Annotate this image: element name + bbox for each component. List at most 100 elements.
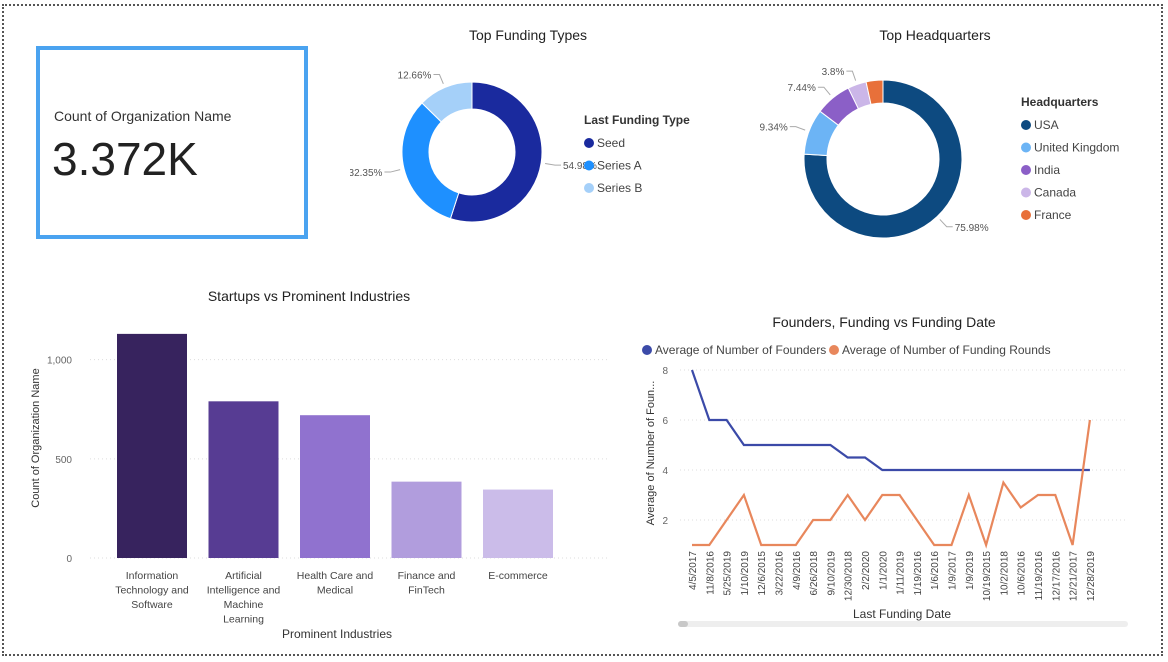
x-tick-label: Learning: [223, 614, 264, 626]
x-tick-label: 1/1/2020: [878, 551, 889, 590]
legend-label: USA: [1034, 118, 1059, 132]
x-tick-label: E-commerce: [488, 570, 548, 582]
bar: [117, 333, 187, 558]
headquarters-chart[interactable]: Top Headquarters 75.98% 9.34% 7.44% 3.8% Head…: [735, 20, 1145, 250]
data-label: 3.8%: [822, 67, 845, 78]
kpi-value: 3.372K: [52, 133, 198, 185]
funding-types-chart[interactable]: Top Funding Types 54.98% 32.35% 12.66% Last …: [350, 20, 710, 250]
legend-marker: [584, 160, 594, 171]
legend-title: Last Funding Type: [584, 113, 690, 127]
x-tick-label: 2/2/2020: [861, 551, 872, 590]
y-tick-label: 500: [55, 455, 72, 466]
leader-line: [433, 74, 444, 84]
x-tick-label: 11/8/2016: [705, 551, 716, 595]
dashboard-frame: [2, 4, 1163, 656]
x-tick-label: Technology and: [115, 585, 189, 597]
horizontal-scrollbar-track[interactable]: [678, 621, 1128, 627]
legend-marker: [584, 138, 594, 148]
x-tick-label: Medical: [317, 585, 353, 597]
x-tick-label: 10/19/2015: [982, 551, 993, 601]
data-label: 12.66%: [398, 71, 432, 82]
x-tick-label: 1/11/2019: [896, 551, 907, 595]
donut-slice: [803, 79, 963, 239]
x-tick-label: 1/6/2016: [930, 551, 941, 590]
legend-marker: [1021, 120, 1031, 130]
chart-title: Startups vs Prominent Industries: [208, 288, 410, 304]
legend-marker: [1021, 187, 1031, 198]
x-tick-label: 1/10/2019: [740, 551, 751, 596]
legend-marker: [1021, 210, 1031, 220]
leader-line: [789, 126, 806, 131]
y-tick-label: 1,000: [47, 356, 72, 367]
x-tick-label: Intelligence and: [207, 585, 281, 597]
x-axis-title: Last Funding Date: [853, 607, 951, 621]
x-tick-label: 10/2/2018: [999, 551, 1010, 596]
leader-line: [939, 219, 953, 228]
kpi-label: Count of Organization Name: [54, 108, 232, 124]
legend-marker: [642, 345, 652, 355]
x-tick-label: Artificial: [225, 570, 262, 582]
legend-label: United Kingdom: [1034, 141, 1119, 155]
y-tick-label: 2: [662, 516, 668, 527]
data-label: 54.98%: [563, 161, 597, 172]
legend-label: Seed: [597, 136, 625, 150]
legend-label: Series B: [597, 181, 642, 195]
x-tick-label: 11/19/2016: [1034, 551, 1045, 601]
bar: [391, 481, 462, 558]
data-label: 9.34%: [759, 123, 787, 134]
x-tick-label: 4/9/2016: [792, 551, 803, 590]
x-tick-label: 5/25/2019: [723, 551, 734, 596]
legend-marker: [829, 345, 839, 355]
data-label: 7.44%: [788, 83, 816, 94]
bar: [300, 415, 370, 558]
x-tick-label: 10/6/2016: [1017, 551, 1028, 596]
legend-title: Headquarters: [1021, 95, 1099, 109]
funding-rounds-line: [692, 419, 1091, 549]
chart-title: Top Funding Types: [469, 27, 587, 43]
x-tick-label: 1/9/2017: [948, 551, 959, 590]
x-tick-label: Software: [131, 599, 173, 611]
x-tick-label: 12/28/2019: [1086, 551, 1097, 601]
y-tick-label: 6: [662, 416, 668, 427]
donut-slice: [401, 102, 460, 220]
horizontal-scrollbar-thumb[interactable]: [678, 621, 688, 627]
chart-title: Top Headquarters: [879, 27, 990, 43]
legend-marker: [1021, 165, 1031, 175]
kpi-card[interactable]: Count of Organization Name 3.372K: [36, 46, 308, 239]
donut-slice: [421, 81, 473, 123]
founders-line: [690, 369, 1090, 472]
y-tick-label: 4: [662, 466, 668, 477]
donut-slice: [865, 79, 884, 105]
x-tick-label: 4/5/2017: [688, 551, 699, 590]
legend-label: France: [1034, 208, 1072, 222]
legend-marker: [1021, 142, 1031, 153]
x-tick-label: 9/10/2019: [826, 551, 837, 596]
x-tick-label: FinTech: [408, 585, 445, 597]
legend-marker: [584, 183, 594, 193]
x-tick-label: 1/19/2016: [913, 551, 924, 596]
x-tick-label: 1/9/2019: [965, 551, 976, 590]
leader-line: [846, 70, 857, 81]
x-tick-label: Machine: [224, 599, 264, 611]
legend-label: Canada: [1034, 186, 1076, 200]
donut-slice: [449, 81, 543, 223]
founders-funding-line-chart[interactable]: Founders, Funding vs Funding Date Average…: [630, 305, 1150, 635]
bar: [208, 401, 279, 558]
x-tick-label: Finance and: [398, 570, 456, 582]
leader-line: [545, 163, 561, 166]
legend-label: India: [1034, 163, 1060, 177]
chart-title: Founders, Funding vs Funding Date: [772, 314, 996, 330]
y-axis-title: Count of Organization Name: [30, 368, 42, 507]
x-tick-label: Health Care and: [297, 570, 374, 582]
data-label: 75.98%: [955, 223, 989, 234]
industries-bar-chart[interactable]: Startups vs Prominent Industries 0 500 1,00…: [20, 280, 615, 650]
leader-line: [384, 169, 401, 173]
x-tick-label: 12/30/2018: [844, 551, 855, 601]
x-tick-label: 12/21/2017: [1069, 551, 1080, 601]
bar: [483, 489, 553, 558]
x-tick-label: 12/6/2015: [757, 551, 768, 596]
legend-label: Average of Number of Founders: [655, 343, 826, 357]
legend-label: Average of Number of Funding Rounds: [842, 343, 1051, 357]
x-tick-label: 6/26/2018: [809, 551, 820, 596]
x-tick-label: 12/17/2016: [1051, 551, 1062, 601]
